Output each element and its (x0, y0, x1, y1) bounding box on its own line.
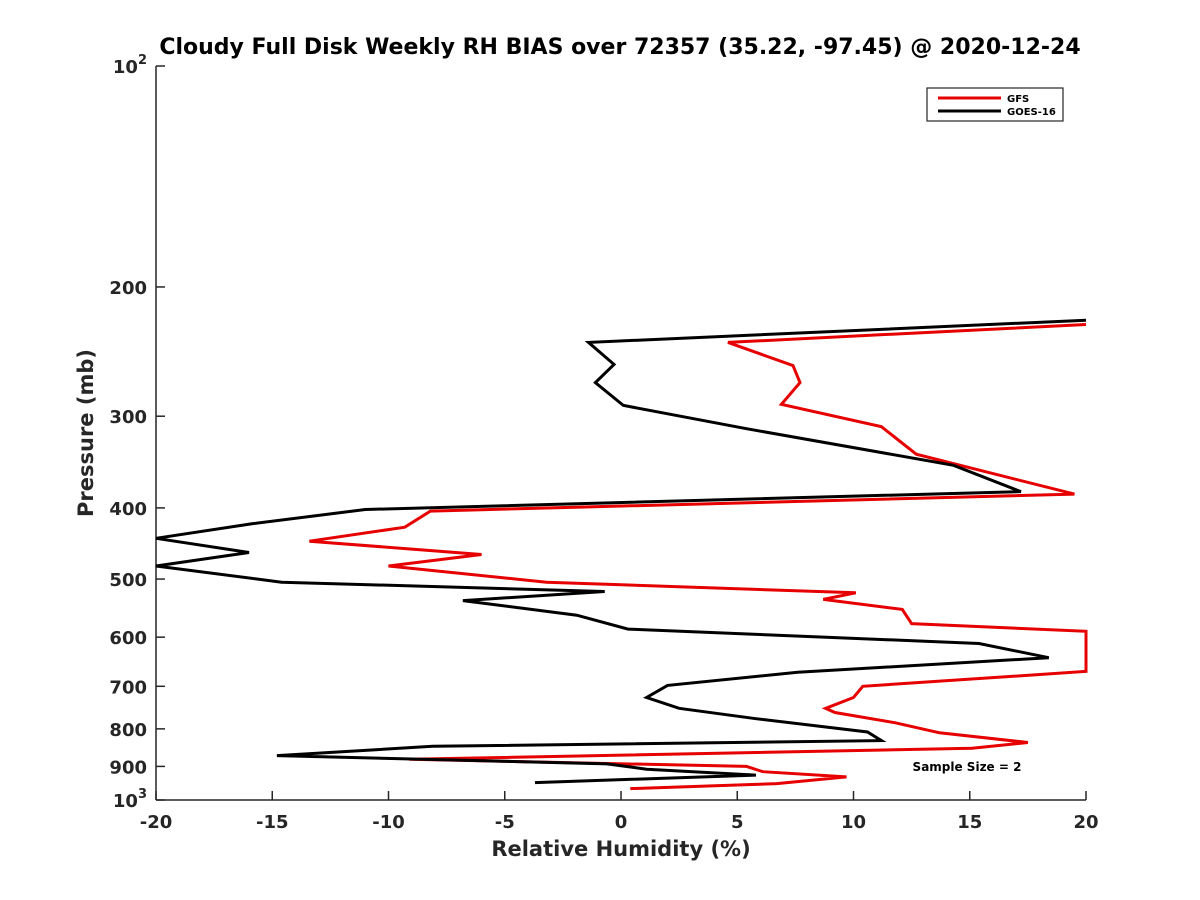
plot-area (155, 66, 1086, 801)
x-ticks: -20 -15 -10 -5 0 5 10 15 20 (140, 791, 1099, 833)
y-tick-label: 300 (109, 407, 147, 428)
series-layer (155, 318, 1088, 791)
y-ticks: 102 200 300 400 500 600 700 800 900 103 (109, 53, 165, 812)
x-tick-label: 10 (841, 812, 866, 833)
legend-label-gfs: GFS (1007, 94, 1029, 105)
x-tick-label: 5 (731, 812, 744, 833)
y-tick-label: 900 (109, 757, 147, 778)
series-line-goes-16 (155, 318, 1087, 785)
y-tick-label: 400 (109, 499, 147, 520)
series-line-gfs (309, 323, 1088, 791)
sample-size-annotation: Sample Size = 2 (913, 760, 1022, 774)
y-tick-label: 800 (109, 720, 147, 741)
x-tick-label: 15 (957, 812, 982, 833)
y-tick-label: 600 (109, 628, 147, 649)
x-tick-label: 0 (615, 812, 628, 833)
x-tick-label: -5 (495, 812, 515, 833)
chart-title: Cloudy Full Disk Weekly RH BIAS over 723… (159, 35, 1080, 60)
y-tick-label: 200 (109, 278, 147, 299)
legend-box (926, 87, 1064, 122)
y-tick-label: 102 (113, 53, 147, 78)
y-tick-label: 500 (109, 570, 147, 591)
x-axis-label: Relative Humidity (%) (491, 837, 750, 861)
x-tick-label: -15 (256, 812, 289, 833)
y-tick-label: 103 (113, 787, 147, 812)
legend-label-goes-16: GOES-16 (1007, 107, 1056, 118)
legend: GFS GOES-16 (926, 87, 1064, 122)
x-tick-label: -10 (372, 812, 405, 833)
x-tick-label: -20 (140, 812, 173, 833)
x-tick-label: 20 (1073, 812, 1098, 833)
y-axis-label: Pressure (mb) (74, 349, 98, 517)
y-tick-label: 700 (109, 677, 147, 698)
